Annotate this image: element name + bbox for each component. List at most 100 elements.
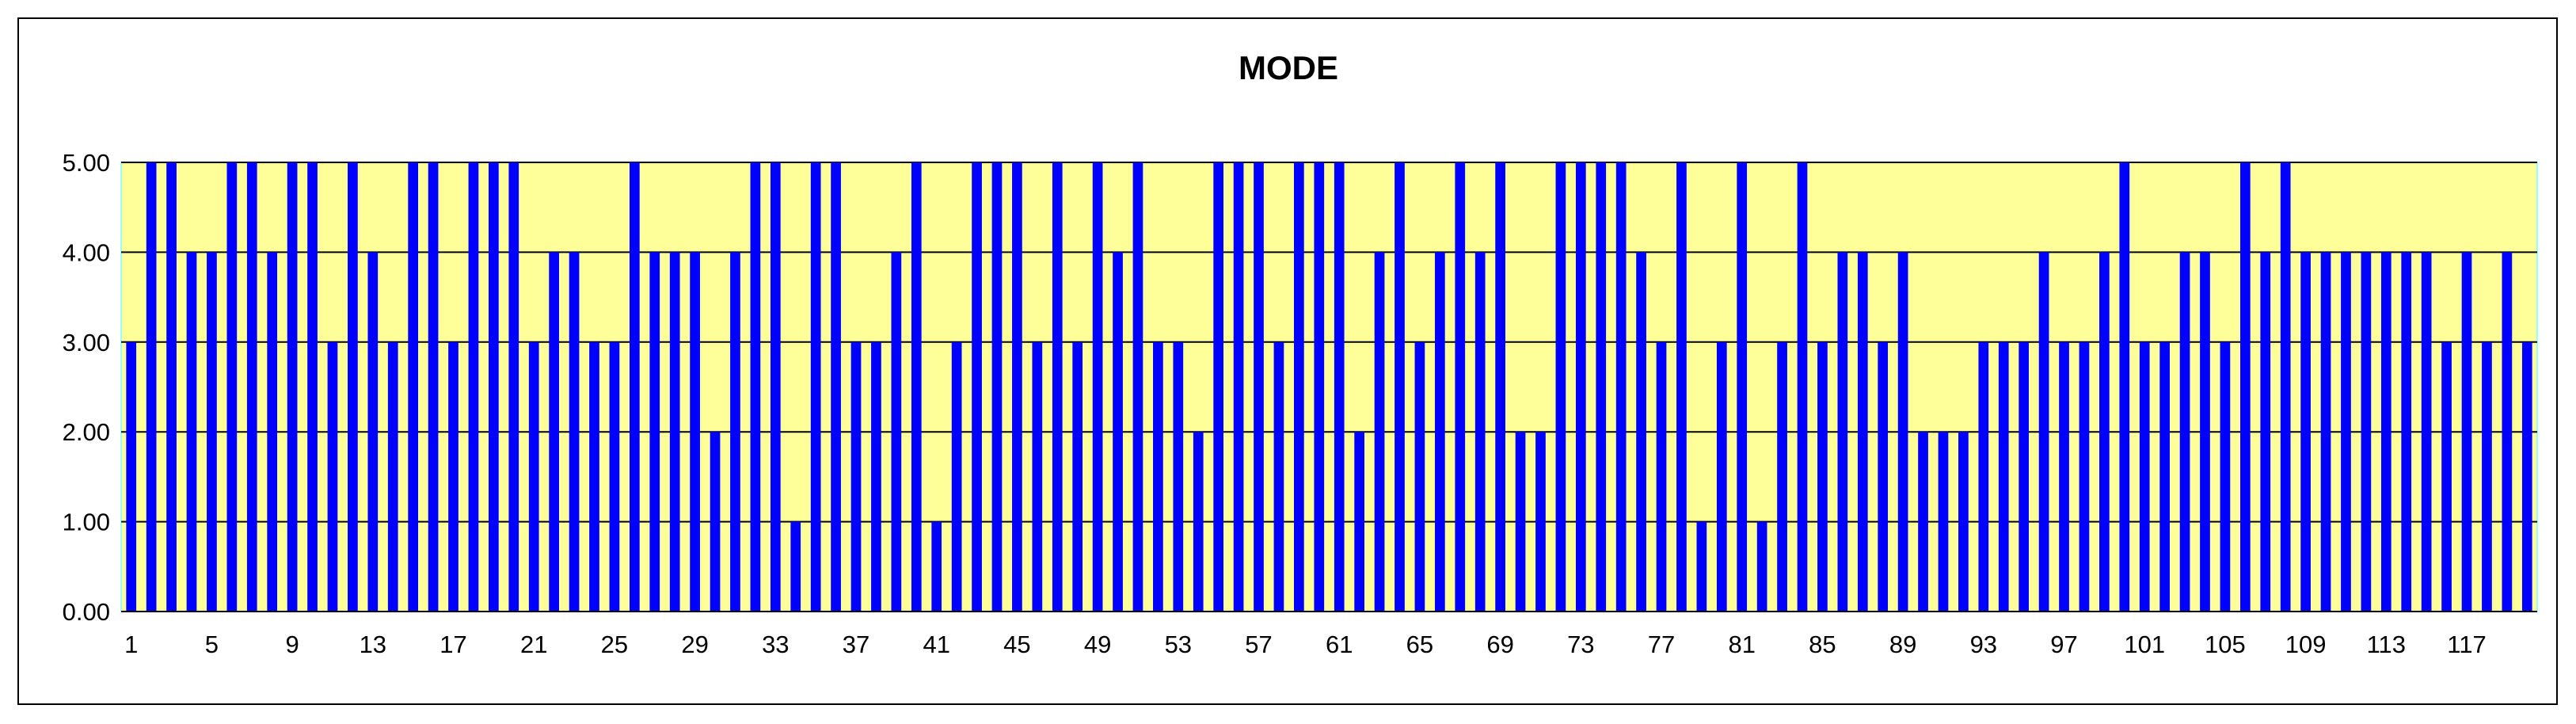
bar (146, 162, 157, 612)
chart-title: MODE (1239, 49, 1338, 86)
x-tick-label: 37 (843, 631, 869, 658)
x-tick-label: 69 (1486, 631, 1513, 658)
bar (1676, 162, 1687, 612)
bar (2038, 252, 2049, 612)
x-tick-label: 33 (762, 631, 789, 658)
bar (669, 252, 680, 612)
bar (2260, 252, 2271, 612)
bar (1696, 521, 1707, 612)
bar (1314, 162, 1325, 612)
bar (931, 521, 942, 612)
bar (1958, 432, 1969, 612)
y-axis-tick-labels: 0.00 1.00 2.00 3.00 4.00 5.00 (63, 149, 110, 626)
bar (1474, 252, 1486, 612)
x-tick-label: 117 (2447, 631, 2486, 658)
bar (267, 252, 278, 612)
bar (1233, 162, 1244, 612)
x-tick-label: 25 (601, 631, 628, 658)
bar (549, 252, 559, 612)
bar (2019, 341, 2030, 612)
x-tick-label: 93 (1970, 631, 1997, 658)
bar (1414, 341, 1425, 612)
y-tick-label: 3.00 (63, 329, 110, 356)
bar (2159, 341, 2170, 612)
bar (1837, 252, 1848, 612)
bar (2179, 252, 2190, 612)
bar (1213, 162, 1224, 612)
bar (690, 252, 700, 612)
bar (1455, 162, 1466, 612)
bar (1897, 252, 1908, 612)
x-tick-label: 13 (360, 631, 386, 658)
bar (2079, 341, 2090, 612)
bar (569, 252, 580, 612)
x-tick-label: 61 (1326, 631, 1353, 658)
bar (1374, 252, 1385, 612)
bar (750, 162, 761, 612)
x-tick-label: 97 (2050, 631, 2077, 658)
bar (1656, 341, 1667, 612)
bar (1072, 341, 1083, 612)
bar (2220, 341, 2231, 612)
bar (1113, 252, 1123, 612)
bar (226, 162, 238, 612)
bar (287, 162, 298, 612)
x-tick-label: 49 (1084, 631, 1111, 658)
bar (367, 252, 379, 612)
x-tick-label: 9 (285, 631, 299, 658)
x-tick-label: 113 (2367, 631, 2406, 658)
bar (2361, 252, 2372, 612)
bar (1535, 432, 1546, 612)
bar (1132, 162, 1143, 612)
x-axis-tick-labels: 1 5 9 13 17 21 25 29 33 37 41 45 49 53 57 61 65 69 73 77 81 8… (124, 631, 2487, 658)
bar (2059, 341, 2069, 612)
bars (126, 162, 2532, 612)
bar (2482, 341, 2492, 612)
bar (2320, 252, 2331, 612)
bar (2300, 252, 2311, 612)
bar (348, 162, 358, 612)
bar (911, 162, 922, 612)
bar (1173, 341, 1184, 612)
bar (489, 162, 499, 612)
bar (1515, 432, 1526, 612)
bar (1555, 162, 1566, 612)
bar (1716, 341, 1727, 612)
bar (166, 162, 177, 612)
x-tick-label: 89 (1889, 631, 1916, 658)
x-tick-label: 45 (1003, 631, 1030, 658)
y-tick-label: 4.00 (63, 238, 110, 266)
bar (2502, 252, 2513, 612)
bar (307, 162, 318, 612)
y-tick-label: 0.00 (63, 598, 110, 626)
bar (186, 252, 197, 612)
bar (1193, 432, 1204, 612)
bar (1273, 341, 1284, 612)
x-tick-label: 17 (439, 631, 466, 658)
bar (1032, 341, 1043, 612)
bar (2461, 252, 2472, 612)
bar (408, 162, 419, 612)
bar (951, 341, 962, 612)
gridlines (121, 162, 2537, 523)
bar (2139, 341, 2150, 612)
bar (387, 341, 398, 612)
bar (428, 162, 439, 612)
bar (246, 162, 257, 612)
bar (891, 252, 902, 612)
bar (1294, 162, 1304, 612)
bar (850, 341, 862, 612)
bar (1636, 252, 1646, 612)
bar (1857, 252, 1868, 612)
bar (468, 162, 479, 612)
bar (790, 521, 801, 612)
x-tick-label: 73 (1567, 631, 1594, 658)
bar (2401, 252, 2412, 612)
x-tick-label: 1 (124, 631, 138, 658)
bar (1334, 162, 1345, 612)
bar (1938, 432, 1949, 612)
bar (327, 341, 338, 612)
x-tick-label: 105 (2205, 631, 2246, 658)
bar (1596, 162, 1607, 612)
